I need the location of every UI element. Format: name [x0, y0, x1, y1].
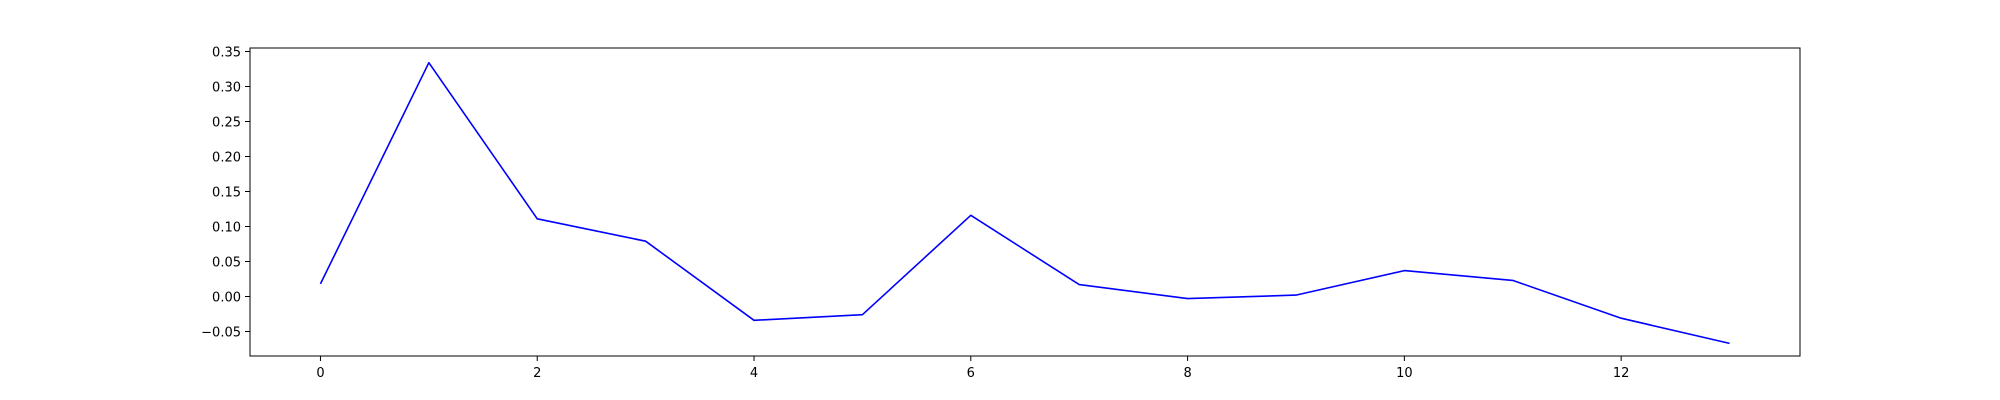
y-tick-label: −0.05 [201, 326, 241, 341]
y-tick-label: 0.35 [212, 46, 241, 61]
y-tick-label: 0.00 [212, 291, 241, 306]
y-tick-label: 0.05 [212, 256, 241, 271]
y-tick-label: 0.25 [212, 116, 241, 131]
plot-area-frame [249, 47, 1801, 357]
y-tick-label: 0.20 [212, 151, 241, 166]
x-tick-label: 8 [1183, 366, 1191, 381]
x-tick-label: 0 [316, 366, 324, 381]
y-axis: −0.05 0.00 0.05 0.10 0.15 0.20 0.25 0.30 0.35 [201, 46, 250, 341]
y-tick-label: 0.10 [212, 221, 241, 236]
x-tick-label: 10 [1396, 366, 1413, 381]
x-axis: 0 2 4 6 8 10 12 [316, 356, 1629, 381]
x-tick-label: 12 [1613, 366, 1630, 381]
x-tick-label: 2 [533, 366, 541, 381]
y-tick-label: 0.15 [212, 186, 241, 201]
y-tick-label: 0.30 [212, 81, 241, 96]
series-line [319, 61, 1730, 345]
x-tick-label: 4 [750, 366, 758, 381]
x-tick-label: 6 [967, 366, 975, 381]
series-layer [319, 61, 1730, 345]
